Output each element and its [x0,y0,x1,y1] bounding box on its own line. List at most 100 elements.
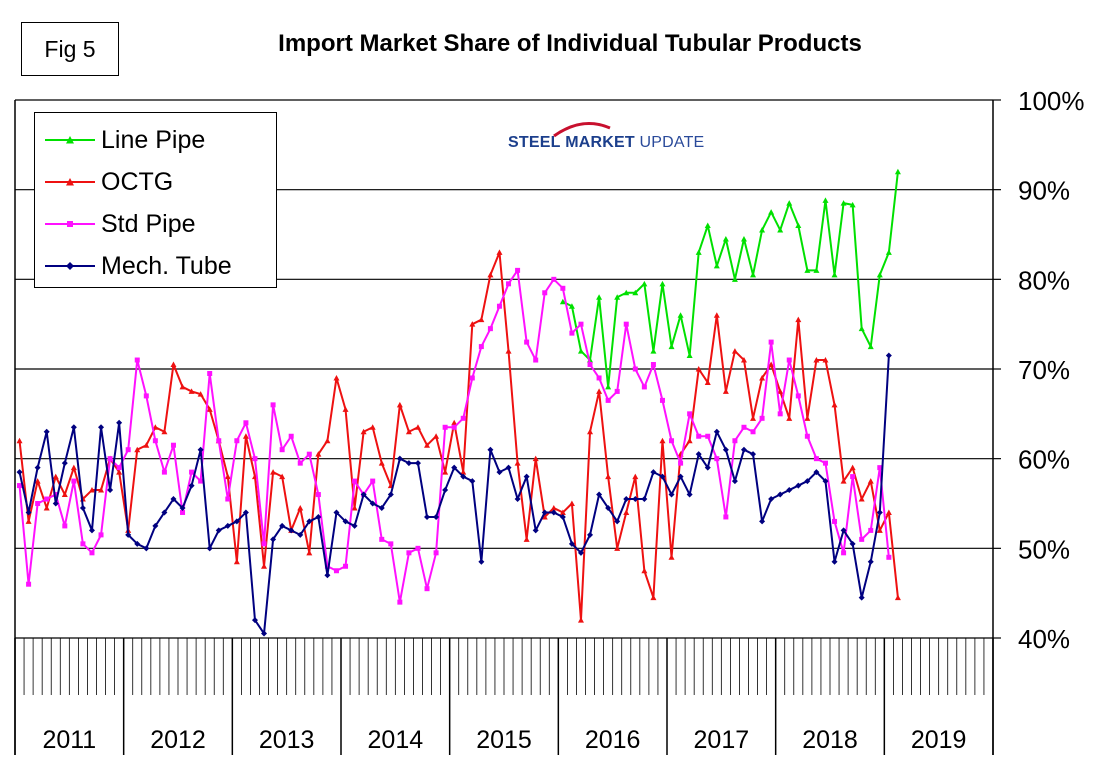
data-point-mech-tube [79,504,86,511]
data-point-std-pipe [234,438,240,444]
x-tick-label-year: 2017 [694,726,750,754]
data-point-mech-tube [369,500,376,507]
data-point-line-pipe [750,271,757,278]
data-point-std-pipe [406,550,412,556]
data-point-octg [876,527,883,533]
data-point-mech-tube [849,540,856,547]
data-point-line-pipe [695,249,702,255]
data-point-std-pipe [315,492,321,498]
data-point-octg [261,563,268,569]
data-point-mech-tube [324,572,331,579]
data-point-mech-tube [197,446,204,453]
data-point-mech-tube [750,451,757,458]
data-point-octg [813,357,820,363]
data-point-mech-tube [88,527,95,534]
data-point-mech-tube [731,478,738,485]
x-tick-label-year: 2019 [911,726,967,754]
series-line-line-pipe [562,171,899,388]
x-tick-label-year: 2014 [368,726,424,754]
data-point-std-pipe [632,366,638,372]
data-point-mech-tube [116,419,123,426]
data-point-octg [795,316,802,323]
data-point-line-pipe [650,348,657,354]
data-point-mech-tube [632,496,639,503]
data-point-mech-tube [532,527,539,534]
data-point-mech-tube [224,522,231,529]
data-point-std-pipe [107,456,113,462]
data-point-mech-tube [704,464,711,471]
data-point-std-pipe [696,433,702,439]
data-point-mech-tube [215,527,222,534]
data-point-mech-tube [43,428,50,435]
data-point-mech-tube [125,531,132,538]
chart-title: Import Market Share of Individual Tubula… [278,30,862,57]
y-tick-label: 80% [1018,265,1070,295]
data-point-std-pipe [614,388,620,394]
data-point-mech-tube [686,491,693,498]
data-point-std-pipe [868,527,874,533]
data-point-octg [514,460,521,466]
data-point-std-pipe [297,460,303,466]
data-point-mech-tube [288,527,295,534]
data-point-line-pipe [740,235,747,242]
data-point-std-pipe [587,362,593,368]
data-point-line-pipe [568,303,575,309]
data-point-line-pipe [632,289,639,296]
data-point-octg [25,518,32,524]
data-point-octg [867,478,874,484]
data-point-octg [70,464,77,471]
data-point-line-pipe [867,343,874,350]
data-point-std-pipe [152,438,158,444]
data-point-std-pipe [714,456,720,462]
data-point-octg [188,388,195,394]
legend-marker-octg [66,178,74,186]
legend-swatch-octg [45,178,95,186]
data-point-octg [161,428,168,435]
data-point-octg [170,361,177,368]
data-point-std-pipe [741,424,747,430]
data-point-mech-tube [786,487,793,494]
data-point-octg [43,504,50,511]
data-point-mech-tube [179,504,186,511]
data-point-std-pipe [71,478,77,484]
data-point-mech-tube [523,473,530,480]
data-point-std-pipe [469,375,475,381]
data-point-std-pipe [433,550,439,556]
data-point-octg [134,446,141,453]
data-point-std-pipe [143,393,149,399]
data-point-mech-tube [261,630,268,637]
data-point-mech-tube [831,558,838,565]
data-point-octg [233,558,240,565]
data-point-mech-tube [568,540,575,547]
data-point-std-pipe [279,447,285,453]
data-point-mech-tube [740,446,747,453]
data-point-mech-tube [206,545,213,552]
data-point-octg [424,442,431,448]
data-point-std-pipe [569,330,575,336]
legend-marker-mech-tube [66,262,74,270]
data-point-octg [532,455,539,462]
data-point-std-pipe [125,447,131,453]
data-point-std-pipe [487,326,493,332]
data-point-std-pipe [650,362,656,368]
data-point-mech-tube [396,455,403,462]
data-point-std-pipe [542,290,548,296]
data-point-std-pipe [578,321,584,327]
data-point-std-pipe [478,344,484,350]
data-point-mech-tube [695,451,702,458]
data-point-octg [722,388,729,394]
data-point-mech-tube [885,352,892,359]
data-point-mech-tube [333,509,340,516]
data-point-std-pipe [370,478,376,484]
x-tick-label-year: 2013 [259,726,315,754]
logo-swoosh-icon [553,122,611,138]
data-point-mech-tube [795,482,802,489]
data-point-std-pipe [442,424,448,430]
data-point-mech-tube [34,464,41,471]
data-point-std-pipe [877,465,883,471]
data-point-mech-tube [387,491,394,498]
logo-text-market: MARKET [565,134,635,151]
data-point-mech-tube [442,487,449,494]
data-point-octg [505,348,512,354]
data-point-octg [695,366,702,372]
